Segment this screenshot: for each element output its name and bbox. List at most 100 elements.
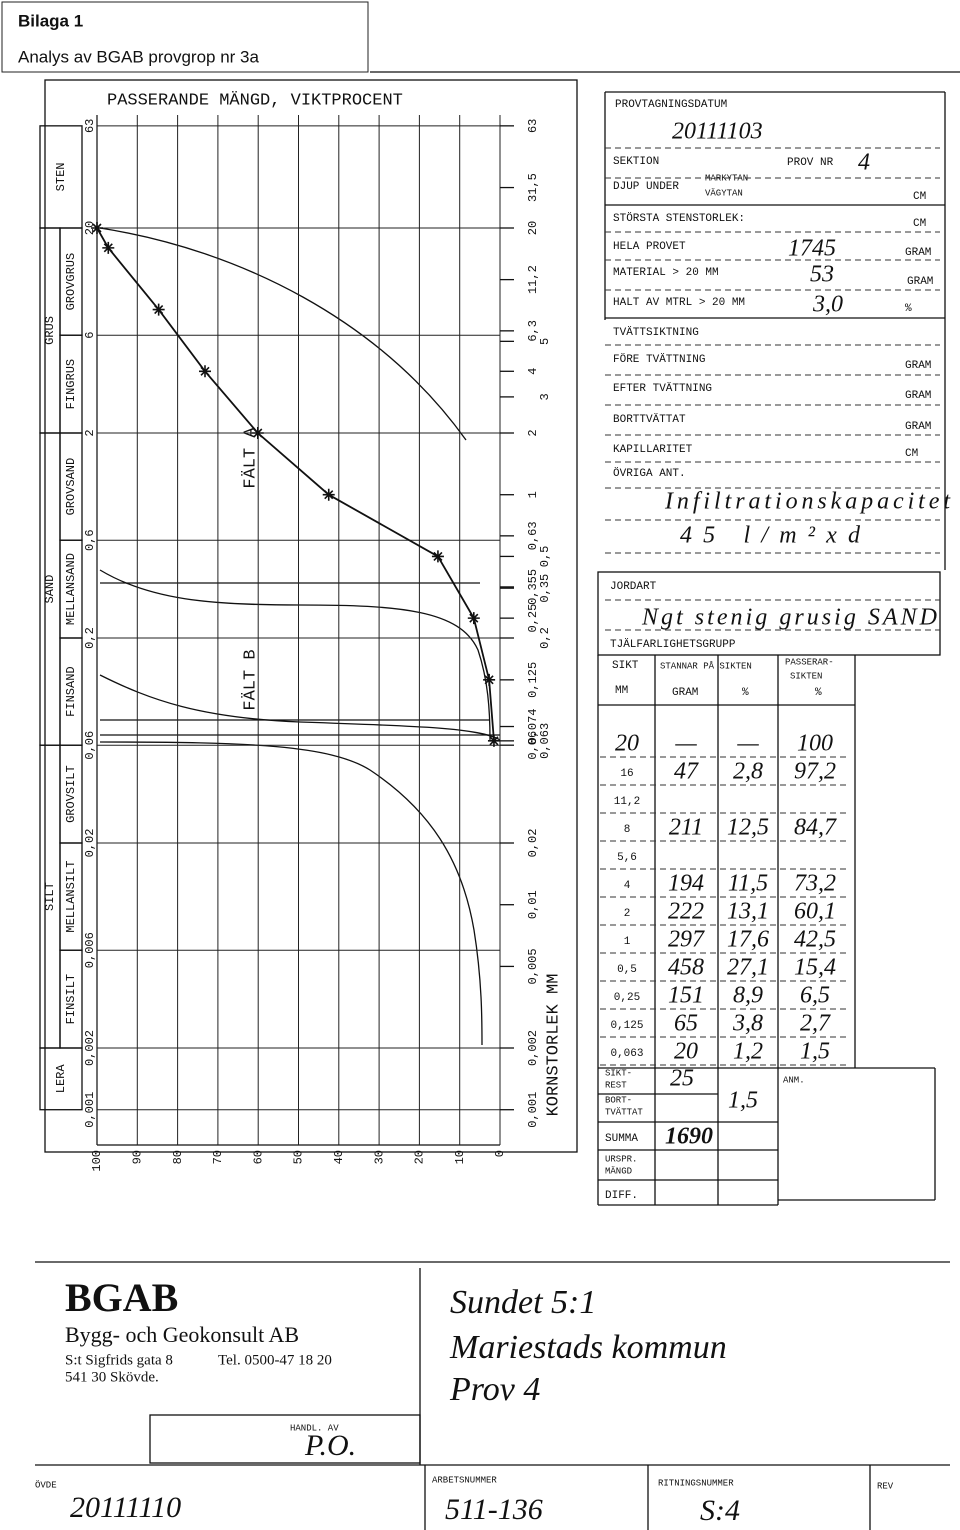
text: 194	[668, 871, 704, 897]
y-tick-label: 2	[83, 429, 97, 436]
text: DJUP UNDER	[613, 181, 679, 193]
sieve-tick-label: 20	[526, 221, 540, 235]
curve-point	[322, 488, 335, 501]
text: ÖVDE	[35, 1479, 57, 1490]
text: 1,5	[728, 1088, 758, 1114]
subclass-label: GROVSAND	[64, 458, 78, 516]
sieve-tick-label: 3	[538, 393, 552, 400]
text: 151	[668, 983, 704, 1009]
text: 17,6	[727, 927, 769, 953]
text: BORTTVÄTTAT	[613, 413, 686, 426]
text: 42,5	[794, 927, 836, 953]
field-label: FÄLT A	[240, 427, 260, 489]
curve-point	[91, 222, 103, 234]
text: STÖRSTA STENSTORLEK:	[613, 212, 745, 225]
text: S:4	[700, 1494, 740, 1527]
text: URSPR.	[605, 1154, 637, 1164]
class-label: SAND	[43, 575, 57, 604]
sieve-tick-label: 1	[526, 491, 540, 498]
text: 8	[624, 824, 631, 836]
y-tick-label: 0,001	[83, 1092, 97, 1128]
text: FÖRE TVÄTTNING	[613, 353, 705, 366]
x-tick-label: 10	[453, 1150, 467, 1164]
x-tick-label: 60	[251, 1150, 265, 1164]
x-tick-label: 50	[292, 1150, 306, 1164]
text: 3,0	[812, 292, 843, 318]
text: CM	[905, 448, 918, 460]
y-tick-label: 0,02	[83, 829, 97, 858]
text: SEKTION	[613, 156, 659, 168]
text: 15,4	[794, 955, 836, 981]
text: ÖVRIGA ANT.	[613, 467, 686, 480]
text: Mariestads kommun	[449, 1329, 727, 1366]
text: 0,125	[610, 1020, 643, 1032]
subclass-label: FINSAND	[64, 666, 78, 716]
text: —	[674, 731, 697, 757]
sieve-tick-label: 0,35	[538, 574, 552, 603]
x-tick-label: 90	[130, 1150, 144, 1164]
y-tick-label: 0,2	[83, 627, 97, 649]
sieve-tick-label: 11,2	[526, 265, 540, 294]
text: 20111103	[672, 119, 763, 145]
text: 2,7	[800, 1011, 831, 1037]
sieve-tick-label: 0,63	[526, 521, 540, 550]
text: Infiltrationskapacitet	[664, 489, 951, 515]
text: S:t Sigfrids gata 8	[65, 1352, 173, 1368]
x-tick-label: 100	[90, 1150, 104, 1172]
text: 11,5	[728, 871, 768, 897]
subclass-label: FINGRUS	[64, 359, 78, 409]
text: 20	[674, 1039, 698, 1065]
text: BGAB	[65, 1275, 178, 1320]
text: REV	[877, 1481, 894, 1491]
class-label: SILT	[43, 882, 57, 911]
text: 541 30 Skövde.	[65, 1369, 159, 1385]
text: DIFF.	[605, 1190, 638, 1202]
text: 1	[624, 936, 631, 948]
sieve-tick-label: 0,355	[526, 569, 540, 605]
y-tick-label: 0,06	[83, 731, 97, 760]
text: HALT AV MTRL > 20 MM	[613, 297, 745, 309]
text: ARBETSNUMMER	[432, 1475, 497, 1485]
subclass-label: FINSILT	[64, 974, 78, 1024]
header-box	[1, 1, 369, 73]
subclass-label: GROVGRUS	[64, 253, 78, 311]
text: 27,1	[727, 955, 769, 981]
class-label: LERA	[54, 1064, 68, 1094]
text: KAPILLARITET	[613, 444, 693, 456]
curve-point	[199, 365, 212, 378]
class-box	[39, 1047, 83, 1111]
text: 297	[668, 927, 705, 953]
text: SIKTEN	[790, 671, 822, 681]
sieve-tick-label: 0,02	[526, 829, 540, 858]
field-label: FÄLT B	[240, 649, 260, 710]
text: 73,2	[794, 871, 836, 897]
text: TJÄLFARLIGHETSGRUPP	[610, 638, 736, 651]
text: EFTER TVÄTTNING	[613, 382, 712, 395]
text: CM	[913, 191, 926, 203]
x-tick-label: 0	[493, 1150, 507, 1157]
sieve-tick-label: 0,005	[526, 948, 540, 984]
curve-point	[483, 673, 496, 686]
sieve-tick-label: 0,06	[526, 731, 540, 760]
curve-point	[467, 612, 480, 625]
sieve-tick-label: 0,074	[526, 709, 540, 745]
text: 20111110	[70, 1491, 181, 1524]
text: Bilaga 1	[18, 11, 83, 30]
field-curve	[99, 674, 501, 741]
text: 458	[668, 955, 704, 981]
x-tick-label: 70	[211, 1150, 225, 1164]
chart-frame	[44, 79, 578, 1153]
text: TVÄTTAT	[605, 1107, 643, 1117]
text: 1690	[665, 1124, 713, 1150]
text: %	[815, 687, 822, 699]
text: 65	[674, 1011, 698, 1037]
sieve-tick-label: 2	[526, 429, 540, 436]
text: 2,8	[733, 759, 763, 785]
x-tick-label: 40	[332, 1150, 346, 1164]
axis-label: KORNSTORLEK MM	[544, 974, 563, 1117]
text: —	[736, 731, 759, 757]
y-tick-label: 0,002	[83, 1030, 97, 1066]
text: 97,2	[794, 759, 836, 785]
text: 2	[624, 908, 631, 920]
y-tick-label: 6	[83, 332, 97, 339]
